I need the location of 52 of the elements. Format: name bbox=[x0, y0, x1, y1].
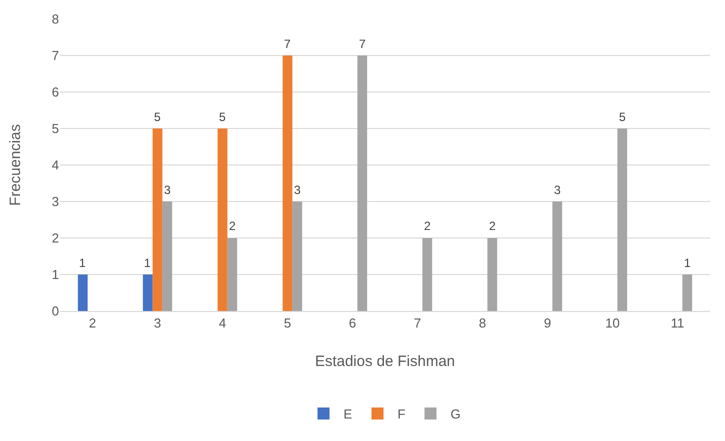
x-tick-label: 4 bbox=[218, 316, 226, 331]
x-axis-title: Estadios de Fishman bbox=[314, 353, 456, 370]
bar bbox=[422, 238, 432, 311]
data-label: 7 bbox=[359, 37, 366, 51]
bar bbox=[552, 202, 562, 311]
x-tick-label: 10 bbox=[605, 316, 620, 331]
data-label: 7 bbox=[284, 37, 291, 51]
legend-label: G bbox=[450, 406, 461, 422]
legend-label: E bbox=[344, 406, 352, 422]
x-tick-label: 11 bbox=[670, 316, 684, 331]
bar bbox=[152, 128, 162, 311]
data-label: 3 bbox=[164, 183, 171, 197]
x-tick-label: 3 bbox=[154, 316, 162, 331]
data-label: 1 bbox=[144, 256, 151, 270]
bar bbox=[357, 56, 368, 311]
data-label: 5 bbox=[219, 110, 226, 124]
x-tick-label: 5 bbox=[284, 316, 292, 331]
bar bbox=[142, 274, 153, 311]
x-tick-label: 6 bbox=[348, 316, 356, 331]
data-label: 2 bbox=[229, 219, 236, 233]
y-axis-title: Frecuencias bbox=[7, 124, 24, 206]
y-tick-label: 8 bbox=[52, 12, 59, 27]
data-label: 3 bbox=[554, 183, 561, 197]
y-tick-label: 0 bbox=[52, 304, 59, 319]
data-label: 5 bbox=[154, 110, 161, 124]
y-tick-label: 3 bbox=[52, 194, 59, 210]
bar bbox=[292, 202, 302, 311]
x-tick-label: 9 bbox=[544, 316, 552, 331]
data-label: 5 bbox=[619, 110, 626, 124]
bar bbox=[487, 238, 498, 311]
bar bbox=[282, 56, 292, 311]
data-label: 1 bbox=[79, 256, 86, 270]
y-tick-label: 5 bbox=[52, 121, 59, 136]
bar bbox=[162, 202, 172, 311]
bar bbox=[78, 274, 88, 311]
bar bbox=[682, 274, 692, 311]
data-label: 2 bbox=[489, 219, 496, 233]
data-label: 3 bbox=[294, 183, 301, 197]
x-tick-label: 8 bbox=[478, 316, 486, 331]
y-tick-label: 1 bbox=[52, 267, 59, 282]
x-tick-label: 2 bbox=[88, 316, 96, 331]
y-tick-label: 4 bbox=[52, 158, 59, 173]
bar bbox=[617, 128, 628, 311]
bar bbox=[227, 238, 238, 311]
data-label: 2 bbox=[424, 219, 431, 233]
y-tick-label: 2 bbox=[52, 230, 59, 246]
y-tick-label: 7 bbox=[52, 48, 59, 64]
x-tick-label: 7 bbox=[414, 316, 422, 331]
bar bbox=[218, 128, 228, 311]
y-tick-label: 6 bbox=[52, 84, 59, 100]
legend-label: F bbox=[398, 406, 406, 422]
data-label: 1 bbox=[684, 256, 691, 270]
